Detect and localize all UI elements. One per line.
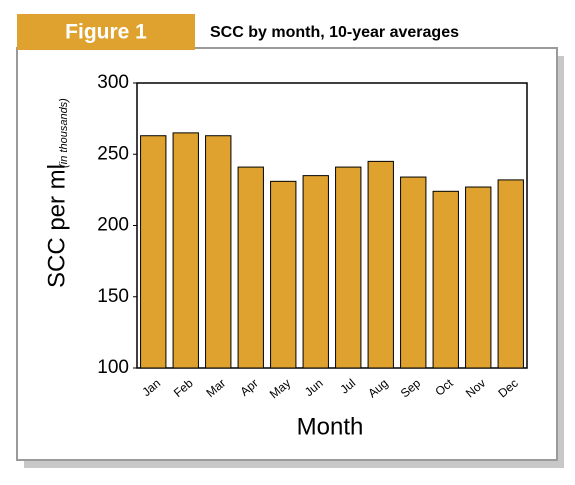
y-axis-note: (in thousands) [58, 98, 70, 168]
bar [237, 166, 264, 369]
bar [400, 176, 427, 369]
bar [497, 179, 524, 369]
bar [302, 175, 329, 369]
y-tick-label: 150 [97, 286, 129, 307]
y-tick-label: 100 [97, 357, 129, 378]
bar [465, 186, 492, 369]
y-tick-label: 200 [97, 215, 129, 236]
y-tick-label: 250 [97, 143, 129, 164]
y-tick-label: 300 [97, 72, 129, 93]
figure-label: Figure 1 [65, 21, 147, 44]
bar [205, 135, 232, 369]
y-axis-label: SCC per ml [43, 164, 70, 288]
x-axis-label: Month [297, 413, 364, 440]
bar [172, 132, 199, 369]
bar [140, 135, 167, 369]
chart-title: SCC by month, 10-year averages [210, 24, 459, 41]
bar [432, 190, 459, 369]
figure-tab [17, 14, 195, 50]
bar [335, 166, 362, 369]
bar [367, 160, 394, 369]
bar [270, 180, 297, 369]
